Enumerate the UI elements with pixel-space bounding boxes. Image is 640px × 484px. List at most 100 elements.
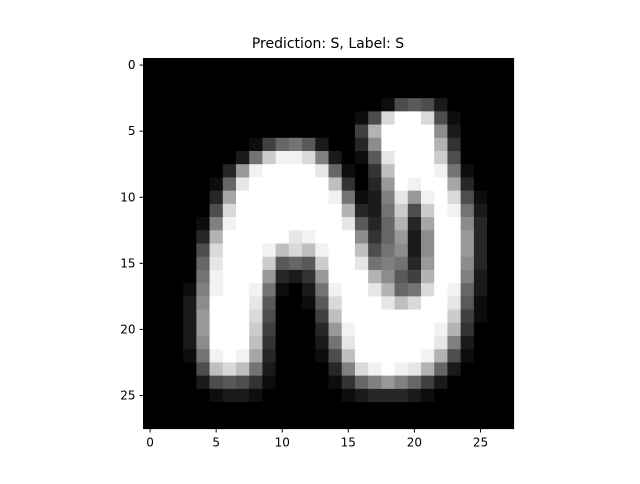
heatmap-cell: [236, 375, 250, 390]
heatmap-cell: [156, 190, 171, 205]
heatmap-cell: [315, 124, 330, 139]
heatmap-cell: [421, 151, 435, 165]
heatmap-cell: [302, 296, 316, 311]
heatmap-cell: [143, 349, 158, 364]
heatmap-cell: [169, 71, 184, 86]
heatmap-cell: [302, 256, 316, 271]
heatmap-cell: [473, 164, 488, 179]
heatmap-cell: [473, 203, 488, 218]
heatmap-cell: [473, 269, 488, 284]
heatmap-cell: [473, 349, 488, 364]
heatmap-cell: [156, 230, 171, 245]
heatmap-cell: [209, 58, 224, 73]
heatmap-cell: [500, 58, 515, 73]
heatmap-cell: [341, 71, 356, 86]
heatmap-cell: [249, 309, 264, 324]
heatmap-cell: [288, 124, 303, 139]
heatmap-cell: [407, 203, 422, 218]
heatmap-cell: [156, 243, 171, 258]
heatmap-cell: [328, 71, 343, 86]
heatmap-cell: [249, 256, 264, 271]
heatmap-cell: [500, 71, 515, 86]
heatmap-cell: [460, 58, 475, 73]
heatmap-cell: [222, 111, 237, 126]
heatmap-cell: [381, 177, 396, 192]
heatmap-cell: [341, 256, 356, 271]
heatmap-cell: [302, 164, 316, 179]
heatmap-cell: [249, 84, 264, 99]
heatmap-cell: [341, 336, 356, 350]
heatmap-cell: [143, 243, 158, 258]
heatmap-cell: [236, 322, 250, 337]
heatmap-cell: [354, 84, 369, 99]
heatmap-cell: [249, 164, 264, 179]
heatmap-cell: [183, 111, 197, 126]
heatmap-cell: [354, 58, 369, 73]
heatmap-cell: [236, 309, 250, 324]
heatmap-cell: [222, 269, 237, 284]
heatmap-cell: [169, 217, 184, 231]
heatmap-cell: [368, 84, 382, 99]
heatmap-cell: [288, 177, 303, 192]
heatmap-cell: [447, 322, 462, 337]
heatmap-cell: [434, 322, 449, 337]
axes-frame: [143, 58, 514, 429]
heatmap-cell: [315, 190, 330, 205]
heatmap-cell: [487, 322, 501, 337]
heatmap-cell: [328, 151, 343, 165]
heatmap-cell: [196, 58, 211, 73]
heatmap-cell: [275, 388, 290, 403]
heatmap-cell: [460, 336, 475, 350]
heatmap-cell: [196, 322, 211, 337]
heatmap-cell: [209, 256, 224, 271]
heatmap-cell: [209, 217, 224, 231]
heatmap-cell: [143, 375, 158, 390]
heatmap-cell: [500, 111, 515, 126]
heatmap-cell: [288, 137, 303, 152]
heatmap-cell: [196, 111, 211, 126]
heatmap-cell: [169, 243, 184, 258]
heatmap-cell: [288, 375, 303, 390]
heatmap-cell: [368, 111, 382, 126]
heatmap-cell: [487, 203, 501, 218]
heatmap-cell: [249, 98, 264, 112]
heatmap-cell: [354, 230, 369, 245]
heatmap-cell: [249, 362, 264, 377]
heatmap-cell: [275, 269, 290, 284]
heatmap-cell: [341, 190, 356, 205]
heatmap-cell: [275, 124, 290, 139]
heatmap-cell: [156, 256, 171, 271]
heatmap-cell: [341, 177, 356, 192]
heatmap-cell: [368, 217, 382, 231]
heatmap-cell: [183, 269, 197, 284]
heatmap-cell: [183, 217, 197, 231]
heatmap-cell: [487, 230, 501, 245]
heatmap-cell: [288, 296, 303, 311]
heatmap-cell: [209, 71, 224, 86]
heatmap-cell: [222, 243, 237, 258]
heatmap-cell: [236, 283, 250, 297]
y-tick-label: 10: [120, 190, 135, 204]
heatmap-cell: [447, 243, 462, 258]
heatmap-cell: [328, 217, 343, 231]
heatmap-cell: [460, 111, 475, 126]
heatmap-cell: [222, 203, 237, 218]
heatmap-cell: [288, 269, 303, 284]
heatmap-cell: [354, 269, 369, 284]
heatmap-cell: [381, 164, 396, 179]
heatmap-cell: [473, 388, 488, 403]
heatmap-cell: [407, 269, 422, 284]
heatmap-cell: [236, 177, 250, 192]
heatmap-cell: [341, 124, 356, 139]
heatmap-cell: [262, 415, 277, 430]
heatmap-cell: [315, 58, 330, 73]
heatmap-cell: [328, 98, 343, 112]
heatmap-cell: [209, 415, 224, 430]
heatmap-cell: [460, 362, 475, 377]
heatmap-cell: [407, 230, 422, 245]
heatmap-cell: [262, 137, 277, 152]
heatmap-cell: [368, 388, 382, 403]
heatmap-cell: [262, 177, 277, 192]
heatmap-cell: [421, 177, 435, 192]
heatmap-cell: [447, 269, 462, 284]
